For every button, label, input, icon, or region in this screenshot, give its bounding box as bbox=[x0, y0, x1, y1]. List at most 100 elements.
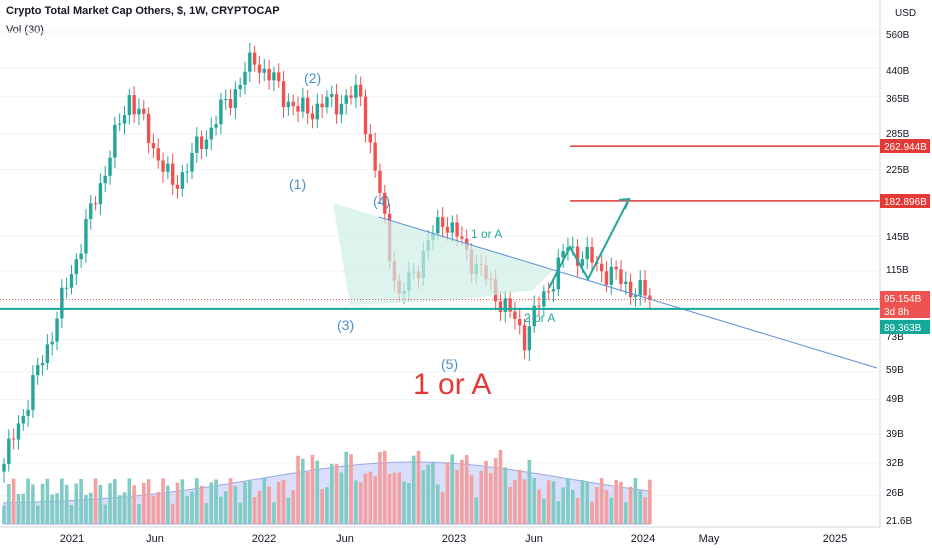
volume-bar bbox=[223, 491, 228, 524]
candle-body bbox=[349, 95, 353, 98]
volume-bar bbox=[161, 478, 165, 524]
volume-bar bbox=[132, 485, 136, 524]
volume-bar bbox=[537, 489, 541, 524]
x-tick-2022: 2022 bbox=[252, 533, 276, 545]
candle-body bbox=[334, 94, 339, 115]
volume-bar bbox=[122, 492, 127, 524]
candle-body bbox=[571, 246, 575, 248]
volume-bar bbox=[561, 487, 565, 524]
candle-body bbox=[209, 127, 213, 140]
candle-body bbox=[55, 318, 59, 342]
volume-bar bbox=[493, 458, 498, 524]
candle-body bbox=[137, 108, 141, 115]
volume-bar bbox=[272, 502, 276, 524]
candle-body bbox=[190, 152, 194, 172]
candle-body bbox=[301, 97, 305, 112]
volume-bar bbox=[402, 481, 406, 524]
bar-countdown: 3d 8h bbox=[884, 307, 909, 318]
candle-body bbox=[156, 148, 160, 161]
y-tick-560b: 560B bbox=[886, 30, 910, 41]
candle-body bbox=[368, 134, 373, 143]
projection-arrowhead bbox=[618, 197, 631, 210]
volume-bar bbox=[373, 476, 377, 524]
candle-body bbox=[320, 103, 324, 108]
candle-body bbox=[513, 311, 517, 319]
candle-body bbox=[248, 52, 252, 72]
candle-body bbox=[619, 269, 623, 285]
candle-body bbox=[315, 103, 319, 120]
volume-bar bbox=[291, 490, 295, 524]
candle-body bbox=[440, 217, 445, 227]
volume-bar bbox=[349, 454, 353, 524]
volume-bar bbox=[387, 473, 392, 524]
candle-body bbox=[310, 113, 315, 120]
y-tick-225b: 225B bbox=[886, 165, 910, 176]
last-price-tag-bg bbox=[880, 291, 930, 318]
volume-bar bbox=[638, 490, 643, 524]
candle-body bbox=[262, 68, 266, 73]
volume-bar bbox=[522, 479, 527, 524]
candle-body bbox=[580, 259, 585, 266]
volume-bar bbox=[252, 497, 257, 524]
volume-bar bbox=[7, 484, 11, 524]
volume-bar bbox=[243, 482, 247, 524]
candle-body bbox=[132, 95, 136, 115]
candle-body bbox=[585, 246, 589, 260]
volume-bar bbox=[474, 497, 479, 524]
chart-title: Crypto Total Market Cap Others, $, 1W, C… bbox=[6, 5, 280, 17]
y-tick-285b: 285B bbox=[886, 129, 910, 140]
candle-body bbox=[122, 115, 127, 124]
volume-bar bbox=[455, 469, 459, 524]
candle-body bbox=[108, 157, 112, 176]
volume-bar bbox=[88, 492, 93, 524]
volume-bar bbox=[325, 487, 329, 524]
volume-bars bbox=[2, 449, 652, 525]
volume-bar bbox=[267, 486, 271, 524]
volume-bar bbox=[378, 451, 382, 524]
volume-bar bbox=[556, 501, 561, 524]
candle-body bbox=[166, 163, 170, 172]
candle-body bbox=[180, 172, 185, 189]
volume-bar bbox=[508, 487, 512, 524]
volume-bar bbox=[117, 495, 122, 524]
candle-body bbox=[267, 68, 271, 81]
x-axis: 2021 Jun 2022 Jun 2023 Jun 2024 May 2025 bbox=[0, 526, 880, 545]
volume-bar bbox=[35, 505, 40, 524]
volume-bar bbox=[599, 478, 604, 524]
volume-bar bbox=[98, 484, 103, 524]
volume-bar bbox=[276, 481, 281, 524]
volume-bar bbox=[546, 480, 551, 524]
volume-bar bbox=[382, 450, 387, 524]
volume-bar bbox=[257, 490, 262, 524]
candle-body bbox=[243, 71, 247, 85]
volume-bar bbox=[11, 478, 16, 524]
volume-bar bbox=[301, 458, 305, 524]
y-tick-115b: 115B bbox=[886, 265, 909, 276]
candle-body bbox=[561, 250, 565, 258]
candle-body bbox=[445, 226, 450, 233]
volume-bar bbox=[503, 467, 508, 524]
candle-body bbox=[291, 101, 295, 107]
candle-body bbox=[224, 99, 228, 101]
candle-body bbox=[542, 291, 546, 307]
volume-bar bbox=[358, 482, 363, 524]
price-tag-182b: 182.896B bbox=[884, 197, 927, 208]
volume-bar bbox=[392, 472, 397, 524]
x-tick-2023: 2023 bbox=[442, 533, 466, 545]
x-tick-jun-2022: Jun bbox=[336, 533, 354, 545]
candle-body bbox=[643, 279, 647, 296]
volume-label: Vol (30) bbox=[6, 24, 44, 36]
candle-body bbox=[286, 101, 291, 108]
annotation-1-or-a-big: 1 or A bbox=[413, 368, 491, 401]
support-tag: 89.363B bbox=[884, 323, 922, 334]
candle-body bbox=[277, 72, 281, 82]
candle-body bbox=[609, 266, 614, 285]
volume-bar bbox=[628, 486, 633, 524]
y-tick-73b: 73B bbox=[886, 332, 904, 343]
candle-body bbox=[556, 257, 560, 290]
candle-body bbox=[161, 160, 165, 172]
volume-bar bbox=[108, 483, 112, 524]
volume-bar bbox=[55, 493, 59, 524]
